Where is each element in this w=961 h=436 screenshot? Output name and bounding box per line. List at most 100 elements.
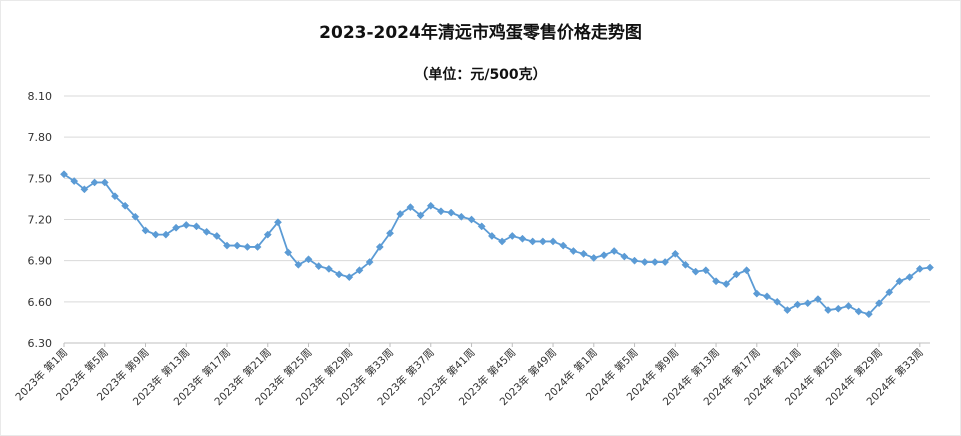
data-point (528, 237, 537, 246)
data-point (324, 264, 333, 273)
data-point (671, 249, 680, 258)
data-point (294, 260, 303, 269)
data-point (263, 230, 272, 239)
data-point (314, 262, 323, 271)
sheet-gridline (0, 0, 961, 1)
data-point (549, 237, 557, 246)
data-point (508, 232, 517, 240)
data-point (182, 221, 191, 229)
data-point (813, 295, 822, 304)
data-point (691, 267, 700, 276)
data-point (783, 306, 792, 315)
data-point (345, 273, 354, 282)
data-point (640, 258, 649, 266)
y-tick-label: 7.50 (28, 172, 53, 185)
data-point (926, 263, 934, 272)
data-point (701, 266, 710, 275)
data-point (365, 258, 374, 266)
data-point (518, 234, 527, 243)
data-point (304, 255, 313, 264)
data-point (243, 242, 252, 251)
y-tick-label: 7.80 (28, 131, 53, 144)
data-point (477, 222, 486, 231)
data-point (610, 247, 619, 256)
data-point (875, 299, 884, 308)
y-axis-tick-labels: 6.30 6.60 6.90 7.20 7.50 7.80 8.10 (28, 90, 53, 350)
data-point (437, 207, 445, 216)
data-point (844, 301, 853, 310)
data-point (273, 218, 282, 227)
data-point (202, 227, 211, 236)
data-point (386, 229, 394, 238)
data-point (569, 247, 578, 256)
data-point (559, 241, 568, 250)
data-point (538, 237, 547, 246)
data-point (661, 258, 670, 266)
data-point (487, 232, 496, 240)
data-point (233, 241, 242, 250)
data-point (681, 260, 690, 269)
data-point (864, 310, 873, 319)
data-point (172, 223, 181, 232)
data-point (763, 292, 771, 301)
data-point (589, 253, 598, 262)
data-point (834, 304, 843, 313)
y-tick-label: 7.20 (28, 214, 53, 227)
data-point (824, 306, 833, 315)
data-point (335, 270, 344, 279)
data-point (223, 241, 231, 250)
data-point (885, 288, 894, 297)
data-point (895, 277, 904, 286)
y-tick-label: 6.60 (28, 296, 53, 309)
series-egg-price (60, 170, 934, 319)
data-point (447, 208, 456, 217)
data-point (284, 248, 293, 257)
data-point (579, 249, 588, 258)
data-point (416, 211, 425, 220)
data-point (151, 230, 160, 239)
data-point (722, 280, 731, 288)
y-tick-label: 8.10 (28, 90, 53, 103)
data-point (630, 256, 639, 265)
data-point (600, 251, 608, 260)
chart-title: 2023-2024年清远市鸡蛋零售价格走势图 (319, 23, 642, 43)
data-point (854, 307, 863, 316)
data-point (141, 226, 150, 235)
data-point (70, 177, 79, 186)
y-tick-label: 6.30 (28, 337, 53, 350)
data-point (110, 192, 119, 201)
data-point (192, 222, 201, 231)
data-point (467, 215, 476, 224)
data-point (426, 201, 435, 210)
chart-subtitle: （单位：元/500克） (414, 67, 547, 83)
data-point (803, 299, 812, 308)
data-point (253, 242, 262, 251)
data-point (773, 297, 782, 306)
data-point (915, 264, 924, 273)
data-point (131, 212, 140, 221)
data-point (100, 178, 109, 187)
data-point (375, 242, 384, 251)
data-point (793, 300, 802, 309)
data-point (161, 230, 170, 239)
y-tick-label: 6.90 (28, 255, 53, 268)
data-point (121, 201, 130, 210)
data-point (742, 266, 751, 275)
data-point (752, 289, 761, 298)
series-line (63, 173, 931, 316)
data-point (620, 252, 629, 261)
data-point (406, 203, 415, 212)
data-point (905, 273, 914, 282)
data-point (498, 237, 507, 246)
sheet-gridline (0, 0, 1, 436)
data-point (650, 258, 659, 266)
axes (63, 342, 930, 347)
data-point (396, 210, 405, 218)
data-point (457, 212, 466, 221)
data-point (80, 185, 89, 194)
data-point (732, 270, 741, 279)
data-point (212, 232, 221, 240)
